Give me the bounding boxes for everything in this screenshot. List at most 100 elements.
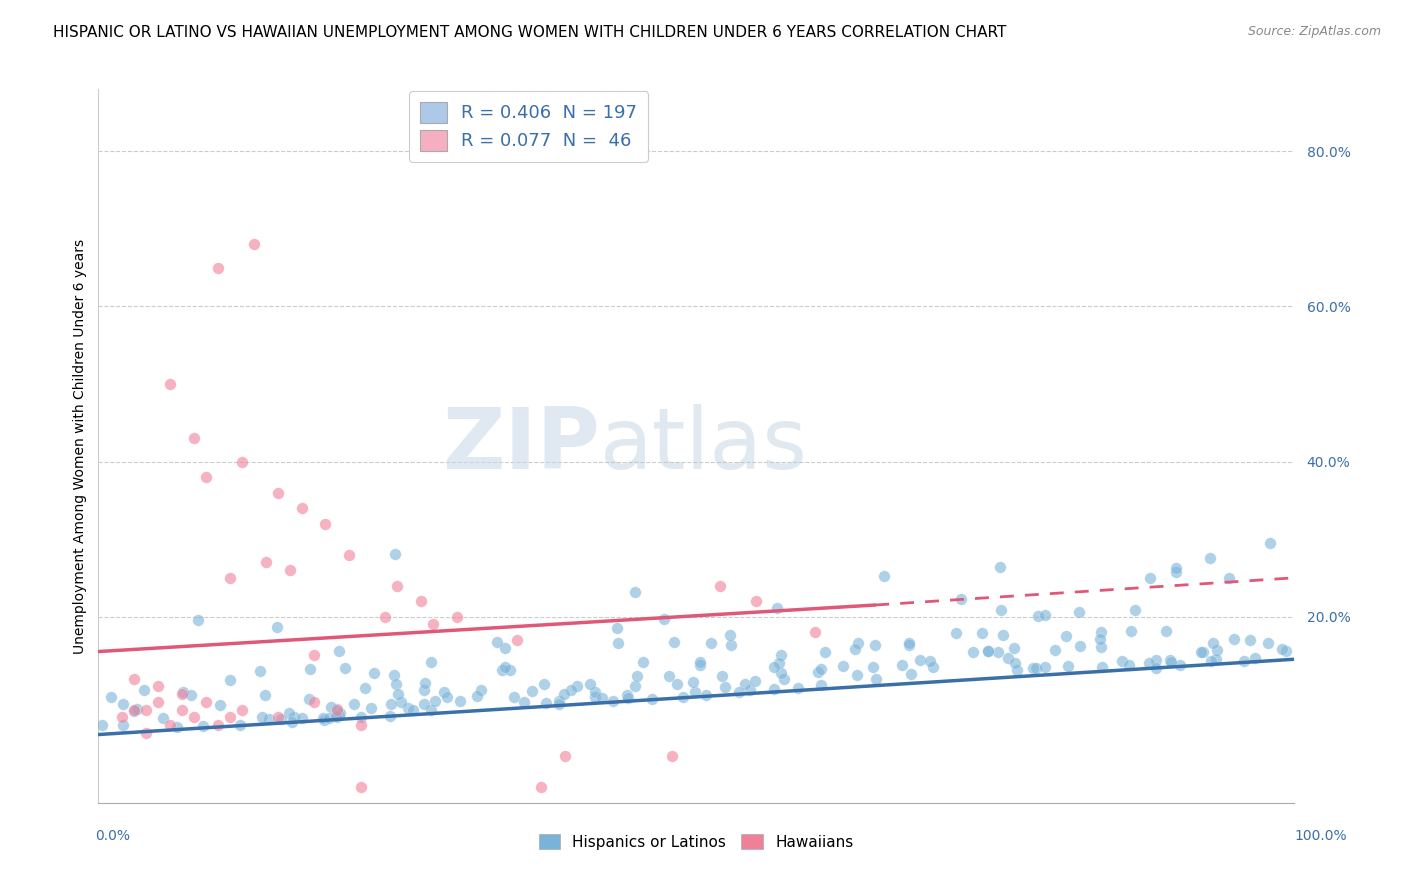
Point (689, 658, 711, 673)
Point (1243, 651, 1265, 665)
Point (1090, 624, 1112, 639)
Point (658, 668, 681, 682)
Point (534, 696, 557, 710)
Point (654, 612, 676, 626)
Point (122, 704, 145, 718)
Point (987, 645, 1010, 659)
Point (661, 749, 683, 764)
Point (208, 698, 231, 712)
Point (1022, 661, 1045, 675)
Point (1057, 658, 1080, 673)
Point (298, 691, 321, 706)
Point (547, 697, 569, 711)
Point (278, 563, 301, 577)
Point (718, 628, 741, 642)
Point (267, 485, 290, 500)
Point (267, 710, 290, 724)
Point (494, 640, 516, 655)
Point (243, 237, 266, 252)
Point (744, 673, 766, 688)
Point (172, 703, 194, 717)
Point (672, 690, 695, 705)
Point (187, 613, 209, 627)
Point (844, 641, 866, 656)
Point (700, 635, 723, 649)
Point (1218, 571, 1240, 585)
Point (689, 655, 711, 669)
Point (1192, 645, 1215, 659)
Point (910, 652, 932, 666)
Point (1257, 635, 1279, 649)
Point (560, 683, 582, 698)
Point (728, 684, 751, 698)
Point (997, 650, 1019, 665)
Point (249, 664, 271, 678)
Point (266, 620, 288, 634)
Point (111, 710, 134, 724)
Point (207, 718, 229, 732)
Point (159, 718, 181, 732)
Point (384, 548, 406, 562)
Point (148, 695, 170, 709)
Point (335, 661, 357, 675)
Point (166, 720, 188, 734)
Text: 0.0%: 0.0% (96, 830, 131, 843)
Point (343, 697, 366, 711)
Point (591, 691, 613, 706)
Point (254, 555, 277, 569)
Point (411, 594, 433, 608)
Point (533, 677, 555, 691)
Point (682, 674, 704, 689)
Point (499, 663, 522, 677)
Point (1090, 640, 1112, 654)
Point (449, 694, 471, 708)
Point (832, 659, 855, 673)
Point (328, 707, 350, 722)
Text: Source: ZipAtlas.com: Source: ZipAtlas.com (1247, 25, 1381, 38)
Legend: Hispanics or Latinos, Hawaiians: Hispanics or Latinos, Hawaiians (533, 828, 859, 855)
Point (363, 666, 385, 681)
Point (763, 660, 786, 674)
Point (695, 688, 717, 702)
Point (1118, 658, 1140, 673)
Point (804, 625, 827, 640)
Point (922, 659, 945, 673)
Point (1137, 656, 1160, 670)
Point (283, 709, 305, 723)
Point (270, 712, 292, 726)
Point (254, 688, 277, 702)
Point (1091, 659, 1114, 673)
Point (583, 684, 606, 698)
Text: 100.0%: 100.0% (1295, 830, 1347, 843)
Point (846, 636, 869, 650)
Point (436, 690, 458, 704)
Point (1144, 652, 1167, 666)
Point (319, 700, 342, 714)
Point (350, 780, 373, 795)
Point (787, 681, 810, 695)
Point (325, 708, 347, 723)
Point (1111, 654, 1133, 668)
Point (1005, 664, 1028, 678)
Text: atlas: atlas (600, 404, 808, 488)
Point (624, 584, 647, 599)
Point (1168, 657, 1191, 672)
Point (553, 687, 575, 701)
Point (385, 579, 409, 593)
Point (602, 694, 624, 708)
Point (1199, 551, 1222, 566)
Point (491, 663, 513, 677)
Point (382, 668, 405, 682)
Point (606, 621, 628, 635)
Point (207, 260, 229, 275)
Point (419, 703, 441, 717)
Point (714, 680, 737, 694)
Point (195, 470, 218, 484)
Point (897, 638, 920, 652)
Point (1139, 571, 1161, 585)
Point (503, 690, 526, 704)
Point (380, 697, 402, 711)
Point (988, 559, 1011, 574)
Point (100, 690, 122, 705)
Point (423, 694, 446, 708)
